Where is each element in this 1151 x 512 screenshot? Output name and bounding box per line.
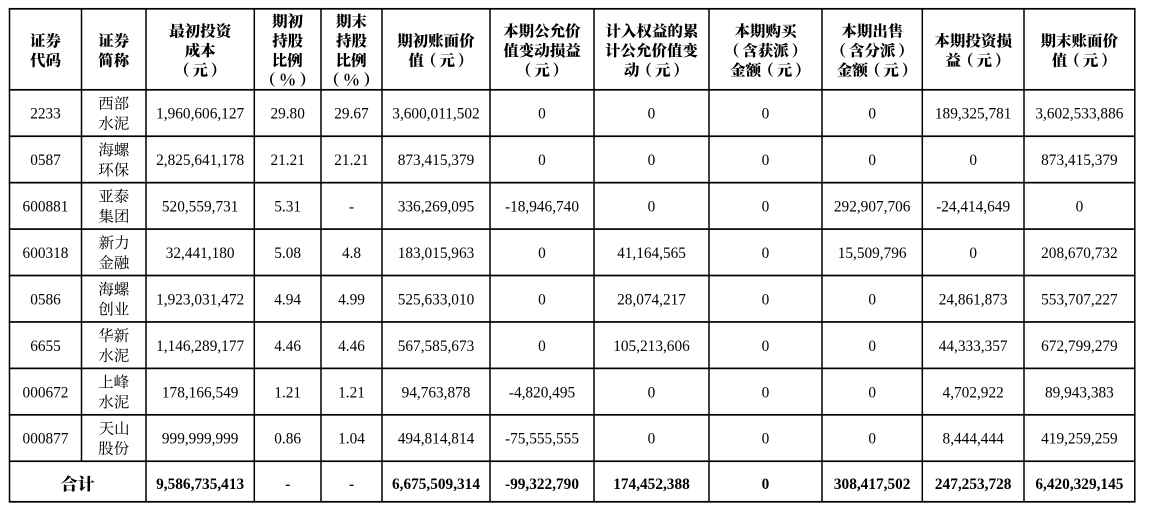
- svg-text:0: 0: [969, 245, 977, 262]
- svg-text:000672: 000672: [23, 384, 69, 401]
- svg-text:4.8: 4.8: [342, 245, 361, 262]
- svg-text:-: -: [349, 476, 354, 493]
- svg-text:0: 0: [762, 384, 770, 401]
- svg-text:0: 0: [868, 152, 876, 169]
- svg-text:189,325,781: 189,325,781: [935, 106, 1011, 123]
- svg-text:21.21: 21.21: [334, 152, 368, 169]
- svg-text:520,559,731: 520,559,731: [162, 199, 238, 216]
- svg-text:672,799,279: 672,799,279: [1041, 338, 1118, 355]
- svg-text:0: 0: [648, 431, 656, 448]
- svg-text:0: 0: [762, 106, 770, 123]
- svg-text:0: 0: [1076, 199, 1084, 216]
- svg-text:0: 0: [868, 431, 876, 448]
- svg-text:21.21: 21.21: [270, 152, 304, 169]
- svg-text:600881: 600881: [23, 199, 69, 216]
- svg-text:0: 0: [762, 476, 770, 493]
- svg-text:174,452,388: 174,452,388: [613, 476, 690, 493]
- svg-text:6,420,329,145: 6,420,329,145: [1035, 476, 1123, 493]
- svg-text:0.86: 0.86: [274, 431, 301, 448]
- svg-text:0: 0: [538, 338, 546, 355]
- svg-text:24,861,873: 24,861,873: [939, 291, 1008, 308]
- svg-text:-99,322,790: -99,322,790: [505, 476, 579, 493]
- svg-text:89,943,383: 89,943,383: [1045, 384, 1114, 401]
- svg-text:0: 0: [762, 431, 770, 448]
- svg-text:0: 0: [648, 384, 656, 401]
- svg-text:-18,946,740: -18,946,740: [505, 199, 579, 216]
- svg-text:292,907,706: 292,907,706: [834, 199, 911, 216]
- svg-text:2233: 2233: [30, 106, 61, 123]
- svg-text:1,923,031,472: 1,923,031,472: [156, 291, 244, 308]
- svg-text:553,707,227: 553,707,227: [1041, 291, 1118, 308]
- svg-text:419,259,259: 419,259,259: [1041, 431, 1118, 448]
- svg-text:0: 0: [762, 152, 770, 169]
- svg-text:873,415,379: 873,415,379: [398, 152, 475, 169]
- svg-text:0: 0: [538, 291, 546, 308]
- svg-text:6,675,509,314: 6,675,509,314: [392, 476, 480, 493]
- svg-text:0: 0: [648, 199, 656, 216]
- svg-text:1,146,289,177: 1,146,289,177: [156, 338, 244, 355]
- svg-text:15,509,796: 15,509,796: [838, 245, 907, 262]
- svg-text:0: 0: [969, 152, 977, 169]
- svg-text:600318: 600318: [23, 245, 69, 262]
- svg-text:0: 0: [762, 291, 770, 308]
- svg-text:3,602,533,886: 3,602,533,886: [1035, 106, 1123, 123]
- svg-text:4.99: 4.99: [338, 291, 365, 308]
- svg-text:494,814,814: 494,814,814: [398, 431, 475, 448]
- svg-text:1,960,606,127: 1,960,606,127: [156, 106, 244, 123]
- svg-text:-: -: [285, 476, 290, 493]
- svg-text:183,015,963: 183,015,963: [398, 245, 475, 262]
- svg-text:-75,555,555: -75,555,555: [505, 431, 579, 448]
- svg-text:-4,820,495: -4,820,495: [509, 384, 576, 401]
- svg-text:000877: 000877: [23, 431, 69, 448]
- svg-text:0: 0: [868, 291, 876, 308]
- svg-text:0: 0: [868, 338, 876, 355]
- svg-text:29.80: 29.80: [270, 106, 305, 123]
- svg-text:3,600,011,502: 3,600,011,502: [392, 106, 479, 123]
- svg-text:9,586,735,413: 9,586,735,413: [156, 476, 244, 493]
- svg-text:105,213,606: 105,213,606: [613, 338, 690, 355]
- svg-text:567,585,673: 567,585,673: [398, 338, 475, 355]
- svg-text:308,417,502: 308,417,502: [834, 476, 910, 493]
- svg-text:336,269,095: 336,269,095: [398, 199, 475, 216]
- svg-text:4,702,922: 4,702,922: [943, 384, 1004, 401]
- svg-text:0: 0: [762, 199, 770, 216]
- svg-text:0: 0: [538, 106, 546, 123]
- svg-text:8,444,444: 8,444,444: [943, 431, 1005, 448]
- svg-text:5.31: 5.31: [274, 199, 301, 216]
- svg-text:41,164,565: 41,164,565: [617, 245, 686, 262]
- svg-text:1.21: 1.21: [274, 384, 301, 401]
- svg-text:0: 0: [648, 152, 656, 169]
- svg-text:999,999,999: 999,999,999: [162, 431, 239, 448]
- svg-text:1.21: 1.21: [338, 384, 365, 401]
- svg-text:2,825,641,178: 2,825,641,178: [156, 152, 244, 169]
- svg-text:29.67: 29.67: [334, 106, 369, 123]
- svg-text:44,333,357: 44,333,357: [939, 338, 1008, 355]
- svg-text:32,441,180: 32,441,180: [166, 245, 235, 262]
- svg-text:4.94: 4.94: [274, 291, 301, 308]
- svg-text:28,074,217: 28,074,217: [617, 291, 686, 308]
- svg-text:178,166,549: 178,166,549: [162, 384, 239, 401]
- svg-text:1.04: 1.04: [338, 431, 365, 448]
- svg-text:247,253,728: 247,253,728: [935, 476, 1012, 493]
- svg-text:873,415,379: 873,415,379: [1041, 152, 1118, 169]
- svg-text:0587: 0587: [30, 152, 61, 169]
- svg-text:5.08: 5.08: [274, 245, 301, 262]
- svg-text:4.46: 4.46: [274, 338, 301, 355]
- svg-text:0: 0: [648, 106, 656, 123]
- svg-text:525,633,010: 525,633,010: [398, 291, 475, 308]
- svg-text:0: 0: [762, 245, 770, 262]
- svg-text:-: -: [349, 199, 354, 216]
- svg-text:0: 0: [538, 152, 546, 169]
- svg-text:0586: 0586: [30, 291, 61, 308]
- svg-text:0: 0: [868, 106, 876, 123]
- svg-text:4.46: 4.46: [338, 338, 365, 355]
- svg-text:208,670,732: 208,670,732: [1041, 245, 1117, 262]
- svg-text:94,763,878: 94,763,878: [402, 384, 471, 401]
- svg-text:6655: 6655: [30, 338, 61, 355]
- svg-text:0: 0: [538, 245, 546, 262]
- svg-text:-24,414,649: -24,414,649: [936, 199, 1010, 216]
- svg-text:0: 0: [762, 338, 770, 355]
- svg-text:0: 0: [868, 384, 876, 401]
